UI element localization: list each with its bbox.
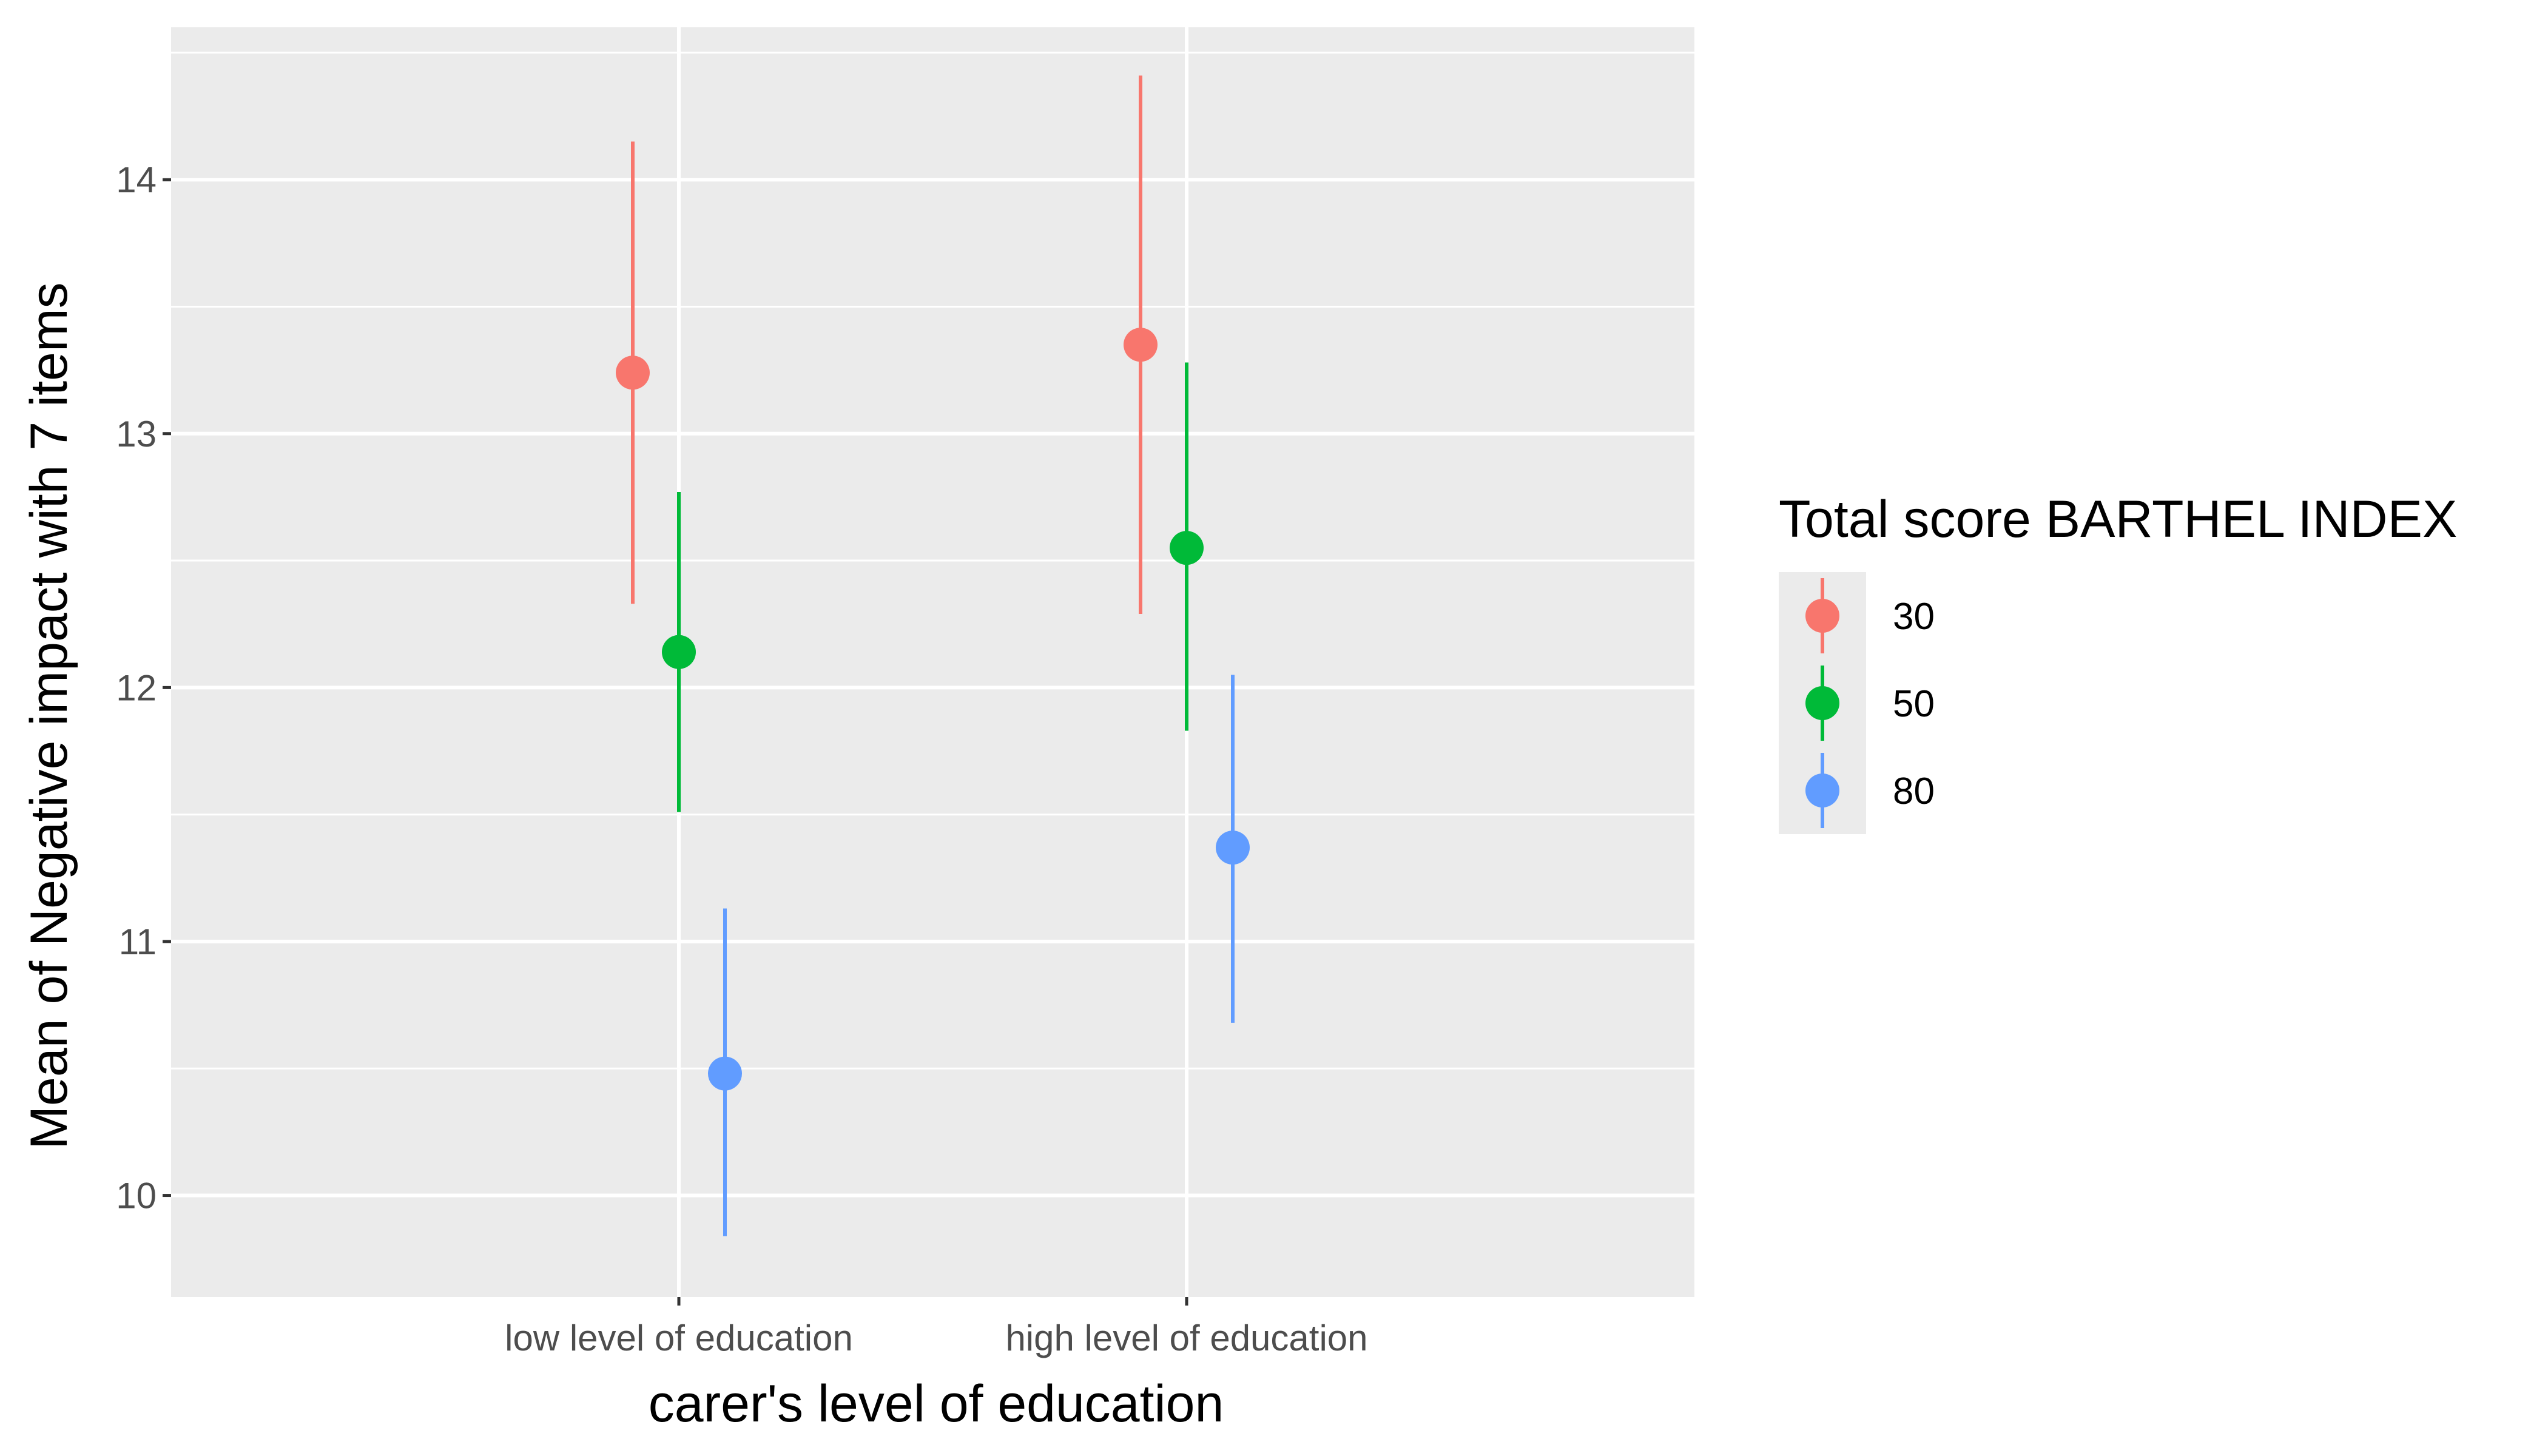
legend-item-80: 80 [1805, 753, 1935, 828]
plot-panel [171, 27, 1694, 1297]
y-tick-label: 12 [116, 667, 157, 708]
y-tick-label: 14 [116, 160, 157, 200]
legend-item-50: 50 [1805, 666, 1935, 741]
legend-label: 80 [1893, 770, 1935, 812]
legend-item-30: 30 [1805, 578, 1935, 653]
y-tick-label: 10 [116, 1176, 157, 1216]
minor-gridlines [171, 52, 1694, 1070]
legend: Total score BARTHEL INDEX 30 50 80 [1779, 490, 2457, 834]
legend-label: 50 [1893, 683, 1935, 725]
legend-title: Total score BARTHEL INDEX [1779, 490, 2457, 548]
x-axis-title: carer's level of education [649, 1375, 1224, 1433]
point-80 [1216, 831, 1250, 865]
legend-label: 30 [1893, 596, 1935, 638]
x-axis: low level of education high level of educ… [505, 1297, 1368, 1358]
point-50 [1170, 531, 1204, 565]
y-tick-label: 13 [116, 414, 157, 454]
legend-key-point [1805, 774, 1839, 807]
legend-key-point [1805, 686, 1839, 720]
y-axis: 10 11 12 13 14 [116, 160, 171, 1216]
x-tick-label: low level of education [505, 1318, 853, 1358]
point-50 [662, 635, 696, 669]
y-tick-label: 11 [119, 922, 157, 962]
x-tick-label: high level of education [1005, 1318, 1367, 1358]
data-marks [616, 75, 1250, 1236]
major-gridlines [171, 27, 1694, 1297]
y-axis-title: Mean of Negative impact with 7 items [20, 282, 78, 1149]
point-30 [1124, 328, 1158, 362]
legend-key-point [1805, 599, 1839, 633]
point-30 [616, 356, 650, 390]
point-80 [708, 1056, 742, 1091]
